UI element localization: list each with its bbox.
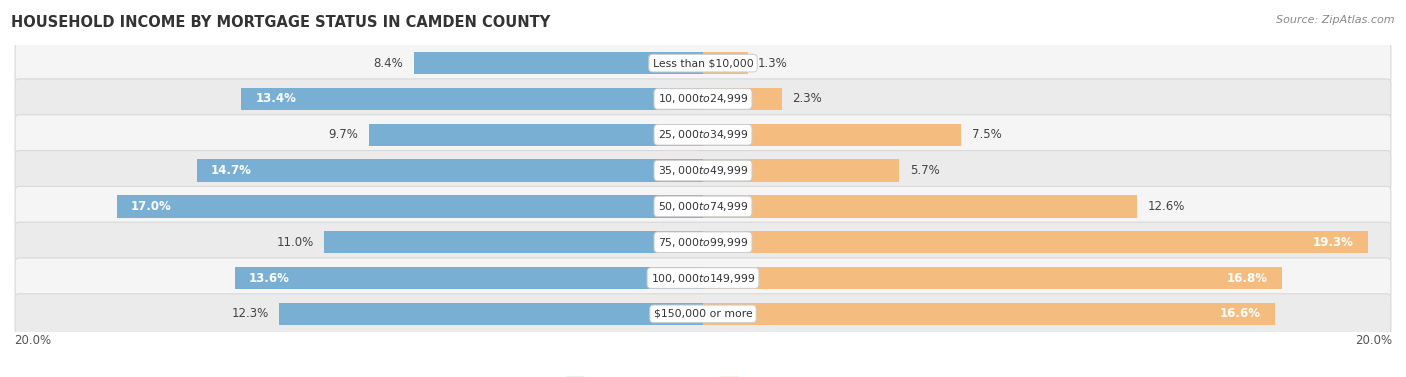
Bar [242, 88, 703, 110]
Text: 20.0%: 20.0% [14, 334, 51, 347]
Bar [323, 231, 703, 253]
Bar [235, 267, 703, 289]
Text: 16.8%: 16.8% [1227, 271, 1268, 285]
Text: 8.4%: 8.4% [374, 57, 404, 70]
FancyBboxPatch shape [15, 258, 1391, 298]
Bar [703, 303, 1275, 325]
Bar [703, 267, 1282, 289]
Text: 17.0%: 17.0% [131, 200, 172, 213]
Text: HOUSEHOLD INCOME BY MORTGAGE STATUS IN CAMDEN COUNTY: HOUSEHOLD INCOME BY MORTGAGE STATUS IN C… [11, 15, 551, 30]
Bar [703, 159, 900, 182]
Bar [117, 195, 703, 218]
Text: 20.0%: 20.0% [1355, 334, 1392, 347]
Text: 16.6%: 16.6% [1220, 307, 1261, 320]
FancyBboxPatch shape [15, 294, 1391, 334]
Bar [280, 303, 703, 325]
Text: $35,000 to $49,999: $35,000 to $49,999 [658, 164, 748, 177]
FancyBboxPatch shape [15, 79, 1391, 119]
Text: 2.3%: 2.3% [793, 92, 823, 106]
Bar [703, 231, 1368, 253]
Bar [703, 124, 962, 146]
Text: 13.4%: 13.4% [256, 92, 297, 106]
Bar [413, 52, 703, 74]
Text: $150,000 or more: $150,000 or more [654, 309, 752, 319]
Text: 12.3%: 12.3% [232, 307, 269, 320]
Text: 19.3%: 19.3% [1313, 236, 1354, 249]
Text: Less than $10,000: Less than $10,000 [652, 58, 754, 68]
Text: $50,000 to $74,999: $50,000 to $74,999 [658, 200, 748, 213]
Text: $10,000 to $24,999: $10,000 to $24,999 [658, 92, 748, 106]
Text: $100,000 to $149,999: $100,000 to $149,999 [651, 271, 755, 285]
Text: $25,000 to $34,999: $25,000 to $34,999 [658, 128, 748, 141]
FancyBboxPatch shape [15, 115, 1391, 155]
Text: Source: ZipAtlas.com: Source: ZipAtlas.com [1277, 15, 1395, 25]
FancyBboxPatch shape [15, 186, 1391, 227]
Text: $75,000 to $99,999: $75,000 to $99,999 [658, 236, 748, 249]
Text: 14.7%: 14.7% [211, 164, 252, 177]
Text: 12.6%: 12.6% [1147, 200, 1185, 213]
Text: 7.5%: 7.5% [972, 128, 1001, 141]
Legend: Without Mortgage, With Mortgage: Without Mortgage, With Mortgage [561, 372, 845, 377]
Text: 13.6%: 13.6% [249, 271, 290, 285]
Text: 1.3%: 1.3% [758, 57, 787, 70]
Bar [703, 195, 1137, 218]
Text: 9.7%: 9.7% [329, 128, 359, 141]
Bar [703, 88, 782, 110]
Bar [197, 159, 703, 182]
Text: 5.7%: 5.7% [910, 164, 939, 177]
Bar [368, 124, 703, 146]
FancyBboxPatch shape [15, 222, 1391, 262]
Bar [703, 52, 748, 74]
FancyBboxPatch shape [15, 43, 1391, 83]
FancyBboxPatch shape [15, 150, 1391, 191]
Text: 11.0%: 11.0% [277, 236, 314, 249]
